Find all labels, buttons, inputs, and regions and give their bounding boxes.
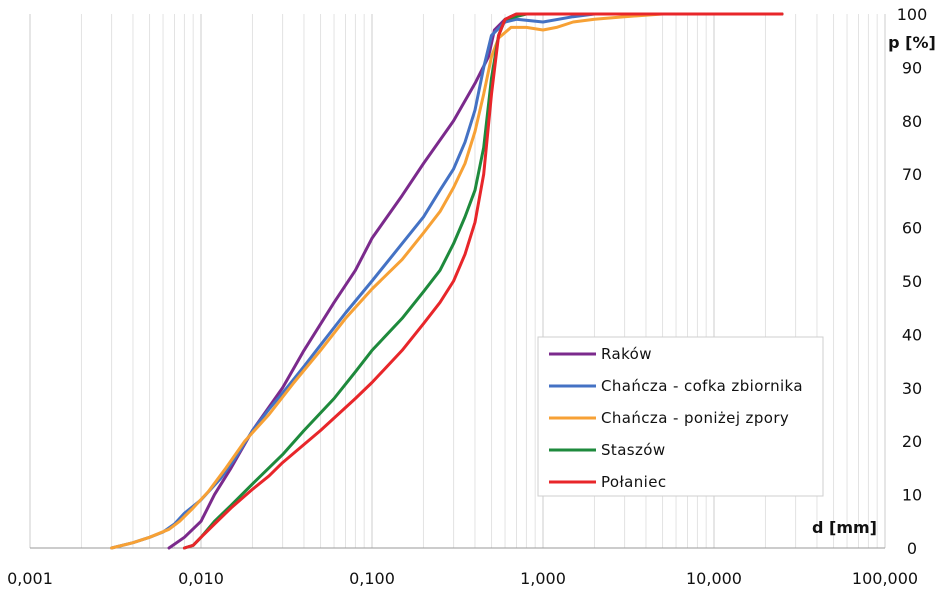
y-tick-label: 50: [902, 272, 922, 291]
x-tick-label: 1,000: [520, 569, 566, 588]
x-tick-label: 0,010: [178, 569, 224, 588]
y-tick-label: 20: [902, 432, 922, 451]
y-tick-label: 0: [907, 539, 917, 558]
series-line: [182, 12, 784, 550]
legend-label: Chańcza - poniżej zpory: [601, 409, 789, 427]
x-tick-labels: 0,001 0,010 0,100 1,000 10,000 100,000: [7, 569, 918, 588]
legend-label: Chańcza - cofka zbiornika: [601, 377, 803, 395]
legend-label: Raków: [601, 345, 652, 363]
y-tick-label: 100: [897, 5, 928, 24]
x-tick-label: 0,001: [7, 569, 53, 588]
legend-label: Staszów: [601, 441, 666, 459]
series-lines: [110, 12, 784, 550]
x-tick-label: 10,000: [686, 569, 742, 588]
x-axis-title: d [mm]: [812, 518, 877, 537]
legend: Raków Chańcza - cofka zbiornika Chańcza - …: [537, 336, 824, 497]
x-tick-label: 100,000: [852, 569, 918, 588]
y-tick-labels: 0 10 20 30 40 50 60 70 80 90 100: [897, 5, 928, 558]
y-tick-label: 60: [902, 219, 922, 238]
legend-label: Połaniec: [601, 473, 667, 491]
series-line: [110, 12, 784, 550]
series-line: [110, 12, 784, 550]
y-tick-label: 80: [902, 112, 922, 131]
y-tick-label: 90: [902, 58, 922, 77]
y-axis-title: p [%]: [888, 33, 936, 52]
y-tick-label: 40: [902, 325, 922, 344]
y-tick-label: 70: [902, 165, 922, 184]
y-tick-label: 30: [902, 379, 922, 398]
y-tick-label: 10: [902, 486, 922, 505]
x-tick-label: 0,100: [349, 569, 395, 588]
